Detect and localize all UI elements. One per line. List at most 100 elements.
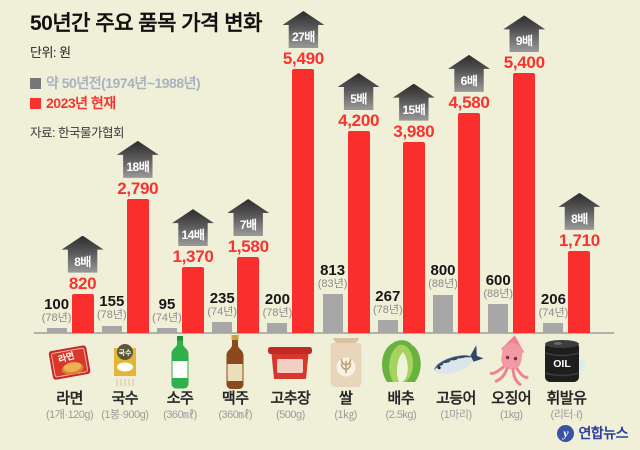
old-price-bar (377, 320, 398, 333)
old-year-label: (78년) (96, 309, 127, 322)
item-spec-label: (360㎖) (163, 408, 197, 421)
soju-bottle-icon (152, 333, 207, 391)
new-price-group: 6배 4,580 (448, 54, 491, 333)
chart-column: 95 (74년) 14배 1,370 소주 (360㎖) (152, 0, 214, 450)
old-price-label: 813 (320, 261, 346, 279)
new-price-label: 820 (68, 273, 97, 293)
bar-pair: 95 (74년) 14배 1,370 (152, 0, 214, 333)
old-price-bar (267, 323, 288, 333)
chart-column: 600 (88년) 9배 5,400 오징어 (1kg) (483, 0, 546, 450)
new-price-label: 3,980 (393, 121, 435, 141)
chart-column: 800 (88년) 6배 4,580 고등어 (1마리) (428, 0, 491, 450)
x-axis-baseline (34, 332, 614, 334)
item-spec-label: (2.5kg) (385, 408, 417, 421)
new-price-bar (182, 267, 204, 333)
old-price-label: 95 (158, 296, 176, 314)
new-price-group: 8배 820 (61, 235, 104, 333)
ramen-pack-icon: 라면 (42, 333, 97, 391)
bar-pair: 200 (78년) 27배 5,490 (262, 0, 325, 333)
legend-swatch-new-icon (30, 98, 41, 110)
old-year-label: (74년) (207, 305, 238, 318)
new-price-bar (458, 112, 481, 333)
old-year-label: (78년) (372, 304, 403, 317)
bar-pair: 600 (88년) 9배 5,400 (483, 0, 546, 333)
old-year-label: (88년) (428, 278, 458, 291)
new-price-bar (568, 250, 591, 333)
old-price-label: 155 (99, 293, 125, 311)
new-price-group: 15배 3,980 (392, 83, 435, 333)
oil-drum-icon: OIL (539, 333, 594, 391)
bar-pair: 813 (83년) 5배 4,200 (318, 0, 380, 333)
old-price-group: 813 (83년) (318, 261, 347, 333)
old-price-group: 600 (88년) (483, 273, 513, 333)
item-name-label: 고추장 (270, 390, 311, 407)
item-name-label: 휘발유 (546, 390, 587, 407)
multiplier-label: 6배 (460, 73, 478, 88)
unit-label: 단위: 원 (30, 45, 71, 61)
multiplier-label: 7배 (239, 218, 257, 232)
svg-text:OIL: OIL (554, 358, 572, 370)
bar-pair: 155 (78년) 18배 2,790 (97, 0, 159, 333)
old-price-bar (157, 328, 177, 333)
new-price-group: 8배 1,710 (558, 192, 601, 333)
old-price-bar (212, 321, 233, 333)
new-price-label: 5,400 (503, 53, 545, 73)
multiplier-label: 18배 (126, 159, 150, 174)
old-year-label: (78년) (41, 312, 72, 325)
old-price-label: 267 (375, 288, 401, 306)
old-price-group: 155 (78년) (97, 293, 127, 333)
chart-column: 813 (83년) 5배 4,200 쌀 (1㎏) (318, 0, 380, 450)
item-spec-label: (1마리) (440, 408, 472, 421)
new-price-bar (402, 141, 425, 333)
legend-old-label: 약 50년전(1974년~1988년) (46, 75, 201, 92)
old-year-label: (88년) (483, 287, 514, 300)
legend: 약 50년전(1974년~1988년) 2023년 현재 (30, 73, 262, 114)
old-price-label: 100 (44, 296, 70, 314)
legend-swatch-old-icon (30, 77, 41, 89)
chart-column: 267 (78년) 15배 3,980 배추 (2.5kg) (372, 0, 435, 450)
old-price-label: 235 (209, 289, 235, 307)
new-price-bar (513, 73, 536, 333)
item-spec-label: (500g) (276, 408, 305, 421)
item-name-label: 소주 (166, 390, 194, 407)
yonhap-logo-text: 연합뉴스 (578, 425, 628, 441)
cabbage-icon (373, 333, 428, 391)
rice-sack-icon (318, 333, 373, 391)
chart-column: 235 (74년) 7배 1,580 맥주 (360㎖) (207, 0, 270, 450)
new-price-label: 2,790 (117, 178, 159, 198)
new-price-group: 18배 2,790 (116, 140, 159, 333)
old-year-label: (74년) (538, 306, 569, 319)
multiplier-label: 9배 (515, 34, 533, 49)
bar-chart: 100 (78년) 8배 820 라면 라면 (1개·120g) 155 (78… (42, 0, 601, 450)
bar-pair: 267 (78년) 15배 3,980 (372, 0, 435, 333)
chart-header: 50년간 주요 품목 가격 변화 단위: 원 약 50년전(1974년~1988… (30, 12, 262, 141)
new-price-label: 4,580 (448, 92, 490, 112)
legend-new-label: 2023년 현재 (46, 95, 116, 112)
new-price-group: 9배 5,400 (503, 15, 546, 333)
old-price-group: 95 (74년) (152, 296, 182, 333)
old-price-label: 206 (540, 290, 566, 308)
page-title: 50년간 주요 품목 가격 변화 (30, 12, 262, 35)
bar-pair: 206 (74년) 8배 1,710 (538, 0, 601, 333)
multiplier-arrow-badge: 8배 (558, 192, 601, 230)
old-price-bar (433, 294, 454, 333)
old-price-group: 235 (74년) (207, 289, 237, 333)
item-name-label: 라면 (56, 390, 83, 407)
new-price-bar (126, 198, 149, 333)
old-price-group: 800 (88년) (428, 263, 458, 333)
old-price-bar (488, 304, 509, 333)
chart-column: 100 (78년) 8배 820 라면 라면 (1개·120g) (42, 0, 104, 450)
item-name-label: 쌀 (338, 390, 353, 407)
item-spec-label: (1kg) (499, 408, 523, 421)
old-year-label: (78년) (262, 307, 293, 320)
noodle-pack-icon: 국수 (97, 333, 152, 391)
item-spec-label: (1㎏) (334, 408, 357, 421)
bar-pair: 800 (88년) 6배 4,580 (428, 0, 491, 333)
legend-row-new: 2023년 현재 (30, 93, 262, 113)
old-price-group: 100 (78년) (42, 296, 71, 333)
item-spec-label: (360㎖) (218, 408, 253, 421)
item-name-label: 배추 (387, 390, 415, 407)
old-price-bar (322, 293, 343, 333)
yonhap-news-logo: y 연합뉴스 (557, 423, 628, 443)
new-price-bar (347, 131, 370, 333)
